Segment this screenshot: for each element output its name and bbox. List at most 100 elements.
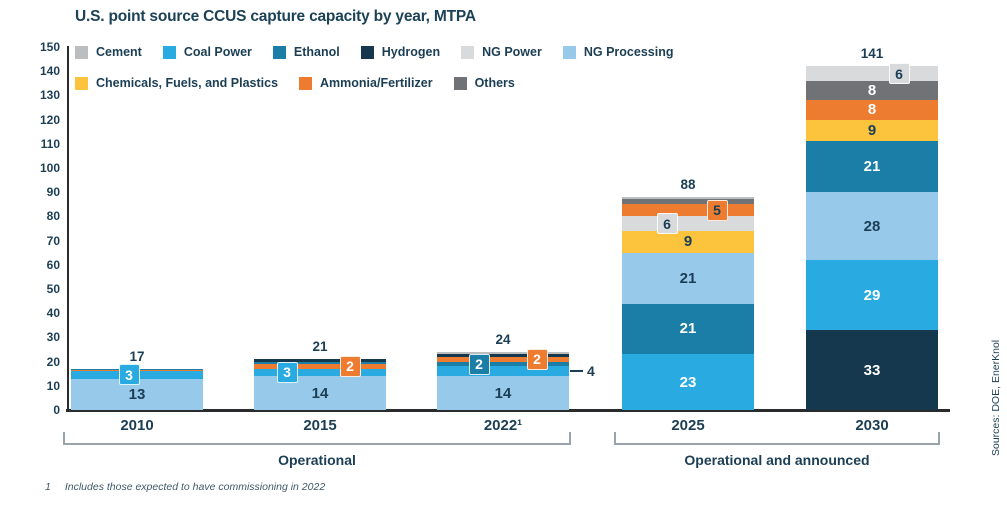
y-tick-130: 130 [39,88,60,103]
legend-label-ethanol: Ethanol [293,45,340,59]
callout-2015-coal-power: 3 [276,361,298,383]
legend-swatch-ng-processing-icon [562,45,576,59]
legend-item-ethanol: Ethanol [272,45,340,59]
segment-2025-ammonia-fertilizer [622,204,754,217]
segment-2025-others [622,199,754,205]
segment-2022-hydrogen [437,354,569,357]
segment-2030-ammonia-fertilizer: 8 [806,100,938,120]
group-label-operational-and-announced: Operational and announced [684,452,870,468]
y-tick-20: 20 [46,354,60,369]
segment-2030-ng-processing: 28 [806,192,938,260]
segment-2022-ethanol [437,361,569,367]
segment-2015-hydrogen [254,359,386,362]
leader-label-2022: 4 [587,363,595,380]
legend-label-others: Others [474,76,515,90]
leader-line-2022 [570,370,583,373]
callout-2022-ammonia-fertilizer: 2 [526,348,548,370]
segment-value-label: 8 [867,82,877,100]
y-tick-70: 70 [46,233,60,248]
legend-item-coal-power: Coal Power [162,45,252,59]
legend-item-ng-processing: NG Processing [562,45,674,59]
group-bracket-operational-and-announced [614,443,940,445]
group-bracket-operational [63,443,571,445]
y-tick-40: 40 [46,306,60,321]
legend-swatch-ng-power-icon [461,45,475,59]
legend-label-coal-power: Coal Power [183,45,252,59]
callout-2025-ng-power: 6 [656,213,678,235]
chart-legend: Cement Coal Power Ethanol Hydrogen NG Power N… [75,44,673,106]
x-tick-2010: 2010 [120,417,154,434]
segment-2025-ng-processing: 21 [622,252,754,304]
footnote-marker: 1 [45,481,51,493]
segment-2015-ammonia-fertilizer [254,364,386,369]
callout-2022-ethanol: 2 [468,353,490,375]
segment-value-label: 8 [867,101,877,119]
callout-2030-ng-power: 6 [888,63,910,85]
y-tick-90: 90 [46,185,60,200]
segment-value-label: 21 [679,269,697,287]
segment-2025-ng-power [622,216,754,231]
x-tick-2030: 2030 [855,417,889,434]
legend-swatch-chemicals-fuels-and-plastics-icon [75,76,88,90]
y-tick-10: 10 [46,378,60,393]
segment-value-label: 21 [679,320,697,338]
legend-item-ng-power: NG Power [461,45,542,59]
legend-label-ng-power: NG Power [482,45,542,59]
footnote-text: Includes those expected to have commissi… [64,481,326,493]
segment-2030-ng-power [806,66,938,81]
legend-item-cement: Cement [75,45,142,59]
y-tick-120: 120 [39,112,60,127]
segment-2030-hydrogen: 33 [806,330,938,410]
segment-2025-coal-power: 23 [622,354,754,410]
legend-item-hydrogen: Hydrogen [360,45,440,59]
segment-2022-coal-power [437,366,569,377]
y-tick-80: 80 [46,209,60,224]
chart-title: U.S. point source CCUS capture capacity … [75,8,476,25]
x-tick-2025: 2025 [671,417,705,434]
group-bracket-tick-left [63,432,65,445]
legend-swatch-ethanol-icon [272,45,286,59]
callout-2010-coal-power: 3 [118,364,140,386]
y-axis-line [67,46,69,411]
legend-label-ng-processing: NG Processing [583,45,674,59]
legend-label-chemicals-fuels-and-plastics: Chemicals, Fuels, and Plastics [96,76,279,90]
sources-credit: Sources: DOE, EnerKnol [990,339,1002,457]
segment-2015-ethanol [254,361,386,364]
bar-total-2030: 141 [860,46,884,62]
legend-item-ammonia-fertilizer: Ammonia/Fertilizer [299,76,433,90]
segment-value-label: 14 [494,384,512,402]
segment-value-label: 33 [863,361,881,379]
y-tick-100: 100 [39,161,60,175]
segment-2030-others: 8 [806,80,938,101]
group-label-operational: Operational [278,452,356,468]
legend-row-2: Chemicals, Fuels, and Plastics Ammonia/Fe… [75,75,673,91]
y-tick-150: 150 [39,40,60,54]
segment-2015-coal-power [254,368,386,377]
segment-2030-ethanol: 21 [806,141,938,193]
segment-value-label: 28 [863,217,881,235]
legend-row-1: Cement Coal Power Ethanol Hydrogen NG Power N… [75,44,673,60]
callout-2025-ammonia-fertilizer: 5 [706,199,728,221]
group-bracket-tick-left [614,432,616,445]
segment-2022-cement [437,351,569,355]
y-tick-110: 110 [40,136,60,151]
bar-total-2022: 24 [495,331,511,347]
legend-label-ammonia-fertilizer: Ammonia/Fertilizer [320,76,433,90]
legend-swatch-others-icon [453,76,467,90]
group-bracket-tick-right [938,432,940,445]
segment-value-label: 21 [863,158,881,176]
segment-value-label: 9 [867,121,877,139]
bar-total-2015: 21 [312,339,328,355]
segment-value-label: 29 [863,286,881,304]
y-tick-30: 30 [46,330,60,345]
legend-swatch-ammonia-fertilizer-icon [299,76,313,90]
segment-value-label: 23 [679,373,697,391]
segment-2025-cement [622,197,754,200]
x-axis-line [66,409,950,412]
callout-2015-ammonia-fertilizer: 2 [339,355,361,377]
x-tick-2015: 2015 [303,417,337,434]
legend-swatch-cement-icon [75,45,88,59]
y-tick-0: 0 [53,403,60,417]
segment-2022-ng-processing: 14 [437,376,569,410]
